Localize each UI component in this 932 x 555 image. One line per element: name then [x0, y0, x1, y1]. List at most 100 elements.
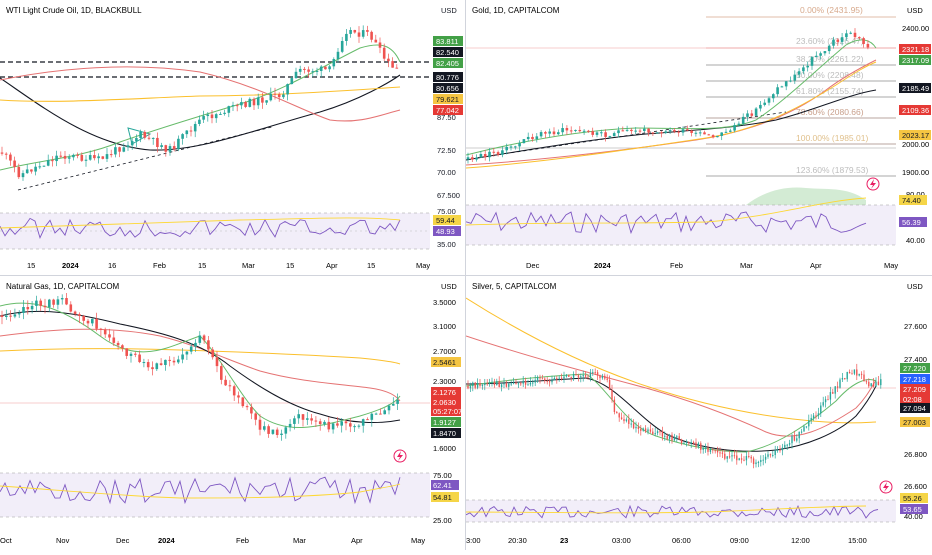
candle-body: [776, 449, 779, 451]
candle-body: [387, 58, 390, 62]
candle-body: [307, 69, 310, 72]
gold-chart-panel[interactable]: 0.00% (2431.95) 23.60% (2326.47) 38.20% …: [465, 0, 932, 275]
candle-body: [840, 37, 844, 42]
gold-title: Gold, 1D, CAPITALCOM: [472, 6, 560, 15]
candle-body: [122, 147, 126, 152]
candle-body: [673, 437, 676, 441]
candle-body: [875, 381, 877, 387]
candle-body: [568, 375, 570, 377]
candle-body: [189, 346, 193, 352]
candle-body: [595, 132, 599, 135]
candle-body: [628, 419, 630, 424]
candle-body: [849, 32, 852, 34]
candle-body: [709, 449, 712, 452]
lightning-icon[interactable]: [879, 480, 893, 494]
silver-x-label: 3:00: [466, 536, 481, 545]
candle-body: [492, 151, 496, 153]
natgas-currency: USD: [441, 282, 457, 291]
candle-body: [724, 131, 728, 133]
candle-body: [130, 141, 134, 146]
candle-body: [4, 153, 8, 155]
panel-divider-horizontal[interactable]: [0, 275, 932, 276]
candle-body: [39, 300, 42, 306]
candle-body: [556, 378, 558, 380]
natgas-x-label: Oct: [0, 536, 13, 545]
candle-body: [561, 128, 564, 133]
candle-body: [496, 152, 500, 155]
candle-body: [539, 132, 543, 137]
candle-body: [736, 455, 738, 461]
candle-body: [618, 413, 620, 418]
candle-body: [779, 449, 781, 451]
wti-trendline[interactable]: [17, 126, 273, 191]
candle-body: [750, 456, 752, 459]
candle-body: [121, 345, 124, 349]
candle-body: [344, 421, 348, 424]
candle-body: [621, 130, 625, 132]
silver-badge: 02:08: [900, 394, 930, 404]
candle-body: [683, 442, 685, 444]
candle-body: [877, 381, 880, 386]
candle-body: [88, 155, 92, 160]
candle-body: [181, 354, 184, 360]
natgas-chart[interactable]: Natural Gas, 1D, CAPITALCOM USD 3.5000 3…: [0, 276, 465, 550]
wti-chart[interactable]: WTI Light Crude Oil, 1D, BLACKBULL USD 8…: [0, 0, 465, 275]
candle-body: [580, 376, 582, 378]
candle-body: [647, 429, 649, 432]
gold-trendline[interactable]: [475, 111, 787, 159]
candle-body: [802, 67, 805, 72]
candle-body: [810, 417, 812, 421]
candle-body: [252, 98, 256, 106]
candle-body: [823, 51, 827, 54]
candle-body: [349, 423, 352, 427]
candle-body: [757, 461, 760, 463]
candle-body: [125, 348, 128, 356]
silver-chart[interactable]: Silver, 5, CAPITALCOM USD 27.600 27.400 …: [465, 276, 932, 550]
candle-body: [387, 405, 391, 411]
candle-body: [862, 38, 865, 44]
candle-body: [558, 377, 560, 379]
candle-body: [625, 129, 629, 131]
candle-body: [250, 407, 253, 414]
candle-body: [810, 57, 814, 66]
candle-body: [235, 105, 239, 107]
candle-body: [232, 386, 236, 396]
candle-body: [824, 399, 827, 403]
gold-currency: USD: [907, 6, 923, 15]
candle-body: [643, 128, 646, 131]
candle-body: [298, 68, 302, 72]
candle-body: [784, 81, 788, 87]
wti-chart-panel[interactable]: WTI Light Crude Oil, 1D, BLACKBULL USD 8…: [0, 0, 465, 275]
svg-text:77.042: 77.042: [436, 106, 459, 115]
candle-body: [185, 130, 189, 135]
candle-body: [752, 458, 755, 465]
svg-text:48.93: 48.93: [436, 227, 455, 236]
candle-body: [729, 130, 732, 132]
silver-chart-panel[interactable]: Silver, 5, CAPITALCOM USD 27.600 27.400 …: [465, 276, 932, 550]
candle-body: [211, 349, 214, 358]
candle-body: [155, 363, 159, 370]
candle-body: [493, 381, 496, 386]
natgas-chart-panel[interactable]: Natural Gas, 1D, CAPITALCOM USD 3.5000 3…: [0, 276, 465, 550]
gold-x-label: May: [884, 261, 898, 270]
candle-body: [661, 431, 664, 437]
lightning-icon[interactable]: [393, 449, 407, 463]
gold-fib-label: 23.60% (2326.47): [796, 36, 864, 46]
candle-body: [294, 71, 298, 79]
candle-body: [30, 169, 33, 172]
candle-body: [640, 428, 642, 431]
silver-x-label: 23: [560, 536, 568, 545]
candle-body: [134, 353, 137, 355]
svg-text:56.39: 56.39: [902, 218, 921, 227]
natgas-x-label: May: [411, 536, 425, 545]
gold-chart[interactable]: 0.00% (2431.95) 23.60% (2326.47) 38.20% …: [465, 0, 932, 275]
candle-body: [310, 418, 313, 421]
lightning-icon[interactable]: [866, 177, 880, 191]
natgas-badge: 2.1276: [431, 387, 461, 397]
svg-text:27.094: 27.094: [903, 404, 926, 413]
candle-body: [755, 462, 757, 465]
candle-body: [22, 307, 25, 313]
candle-body: [193, 123, 197, 132]
candle-body: [851, 373, 853, 375]
